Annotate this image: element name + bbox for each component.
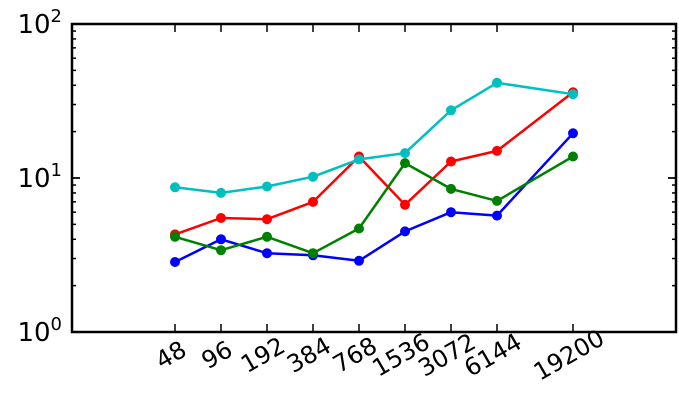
- data-point: [170, 257, 180, 267]
- data-point: [262, 248, 272, 259]
- data-point: [568, 151, 578, 162]
- data-point: [400, 148, 410, 159]
- x-tick-label: 96: [197, 335, 237, 375]
- data-point: [308, 196, 318, 207]
- data-point: [170, 182, 180, 193]
- data-point: [216, 187, 226, 198]
- plot-frame: [70, 22, 678, 334]
- data-point: [446, 105, 456, 116]
- data-point: [492, 145, 502, 156]
- series-line-0: [174, 132, 574, 264]
- data-point: [492, 195, 502, 206]
- data-point: [262, 231, 272, 242]
- data-point: [262, 214, 272, 225]
- data-point: [400, 158, 410, 169]
- data-point: [568, 89, 578, 100]
- data-point: [492, 77, 502, 88]
- data-point: [216, 213, 226, 223]
- data-point: [568, 128, 578, 139]
- y-tick-label: 100: [17, 314, 62, 348]
- y-tick-label: 101: [17, 160, 62, 194]
- data-point: [216, 245, 226, 256]
- x-tick-label: 48: [151, 335, 191, 375]
- data-point: [216, 234, 226, 245]
- data-point: [354, 223, 364, 234]
- data-point: [400, 226, 410, 237]
- data-point: [262, 181, 272, 192]
- data-point: [354, 255, 364, 266]
- y-tick-label: 102: [17, 6, 62, 40]
- data-point: [354, 154, 364, 165]
- data-point: [170, 231, 180, 242]
- data-point: [446, 207, 456, 218]
- data-point: [308, 248, 318, 259]
- data-point: [446, 183, 456, 194]
- data-point: [492, 210, 502, 221]
- data-point: [446, 156, 456, 167]
- data-point: [400, 199, 410, 210]
- data-point: [308, 171, 318, 182]
- series-line-1: [174, 91, 574, 236]
